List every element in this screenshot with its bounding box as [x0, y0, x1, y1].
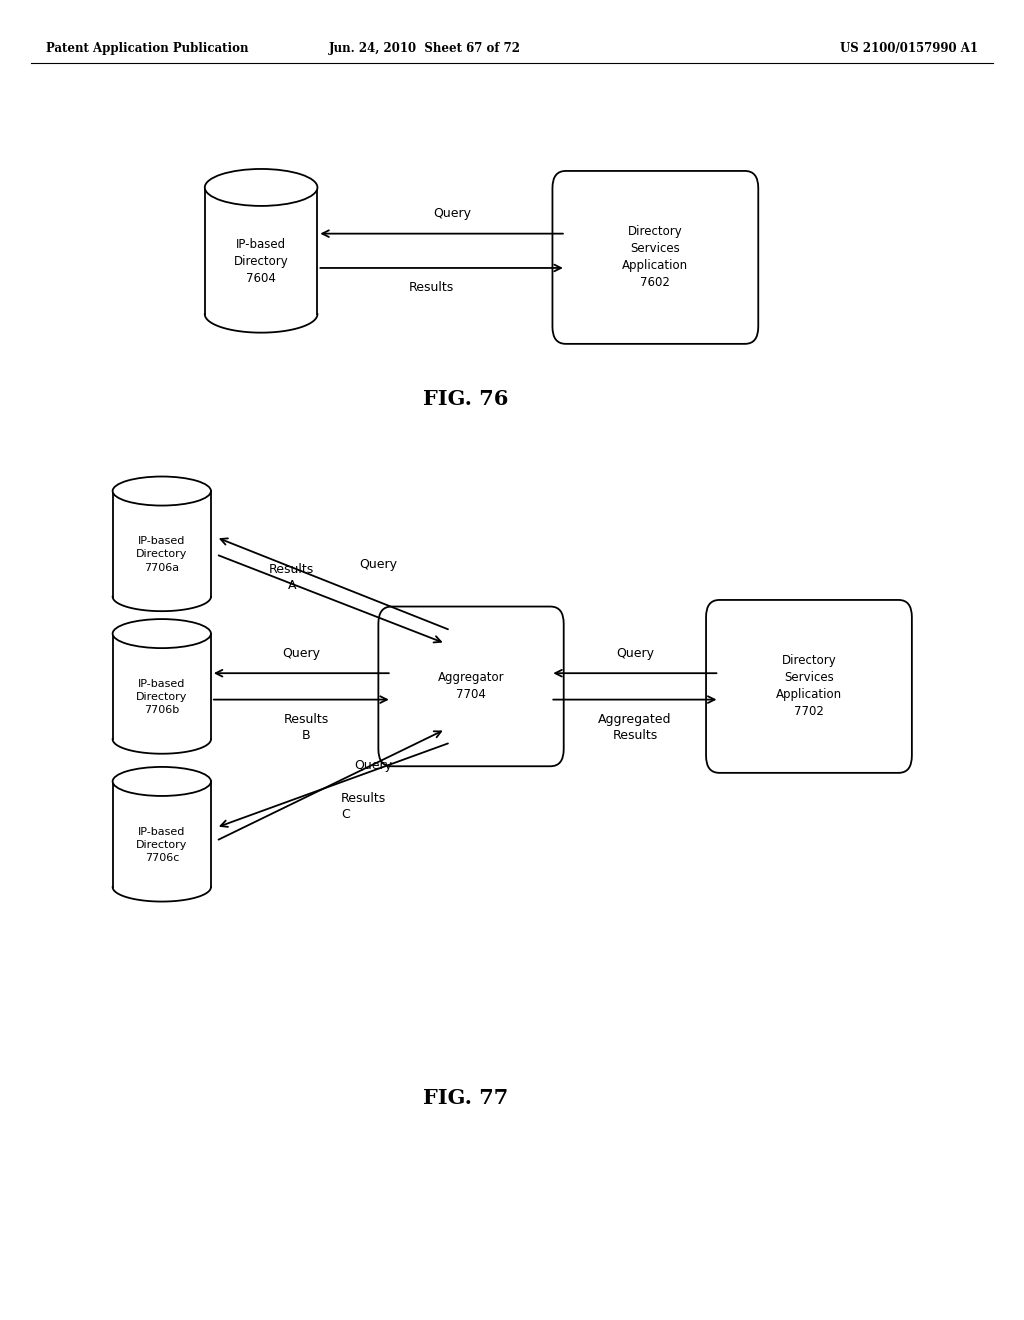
Text: IP-based
Directory
7706b: IP-based Directory 7706b [136, 678, 187, 715]
Text: IP-based
Directory
7706c: IP-based Directory 7706c [136, 826, 187, 863]
Text: IP-based
Directory
7604: IP-based Directory 7604 [233, 238, 289, 285]
Text: Query: Query [615, 647, 654, 660]
Text: US 2100/0157990 A1: US 2100/0157990 A1 [840, 42, 978, 55]
Text: IP-based
Directory
7706a: IP-based Directory 7706a [136, 536, 187, 573]
Text: FIG. 77: FIG. 77 [423, 1088, 509, 1109]
Polygon shape [113, 634, 211, 739]
Ellipse shape [205, 169, 317, 206]
Ellipse shape [113, 619, 211, 648]
Text: Query: Query [354, 759, 392, 772]
Text: Patent Application Publication: Patent Application Publication [46, 42, 249, 55]
Polygon shape [205, 187, 317, 314]
Text: Query: Query [359, 557, 397, 570]
Text: Query: Query [283, 647, 321, 660]
Ellipse shape [113, 477, 211, 506]
Polygon shape [113, 491, 211, 597]
FancyBboxPatch shape [707, 599, 911, 774]
Text: Query: Query [433, 207, 471, 220]
Text: Results
B: Results B [284, 713, 329, 742]
Text: Aggregator
7704: Aggregator 7704 [437, 672, 505, 701]
FancyBboxPatch shape [379, 607, 563, 766]
Text: Jun. 24, 2010  Sheet 67 of 72: Jun. 24, 2010 Sheet 67 of 72 [329, 42, 521, 55]
Text: Directory
Services
Application
7602: Directory Services Application 7602 [623, 226, 688, 289]
Text: Aggregated
Results: Aggregated Results [598, 713, 672, 742]
Text: Directory
Services
Application
7702: Directory Services Application 7702 [776, 655, 842, 718]
Polygon shape [113, 781, 211, 887]
Text: Results
C: Results C [341, 792, 386, 821]
Text: Results
A: Results A [269, 564, 314, 593]
Ellipse shape [113, 767, 211, 796]
Text: FIG. 76: FIG. 76 [423, 388, 509, 409]
Text: Results: Results [409, 281, 454, 294]
FancyBboxPatch shape [553, 170, 758, 343]
